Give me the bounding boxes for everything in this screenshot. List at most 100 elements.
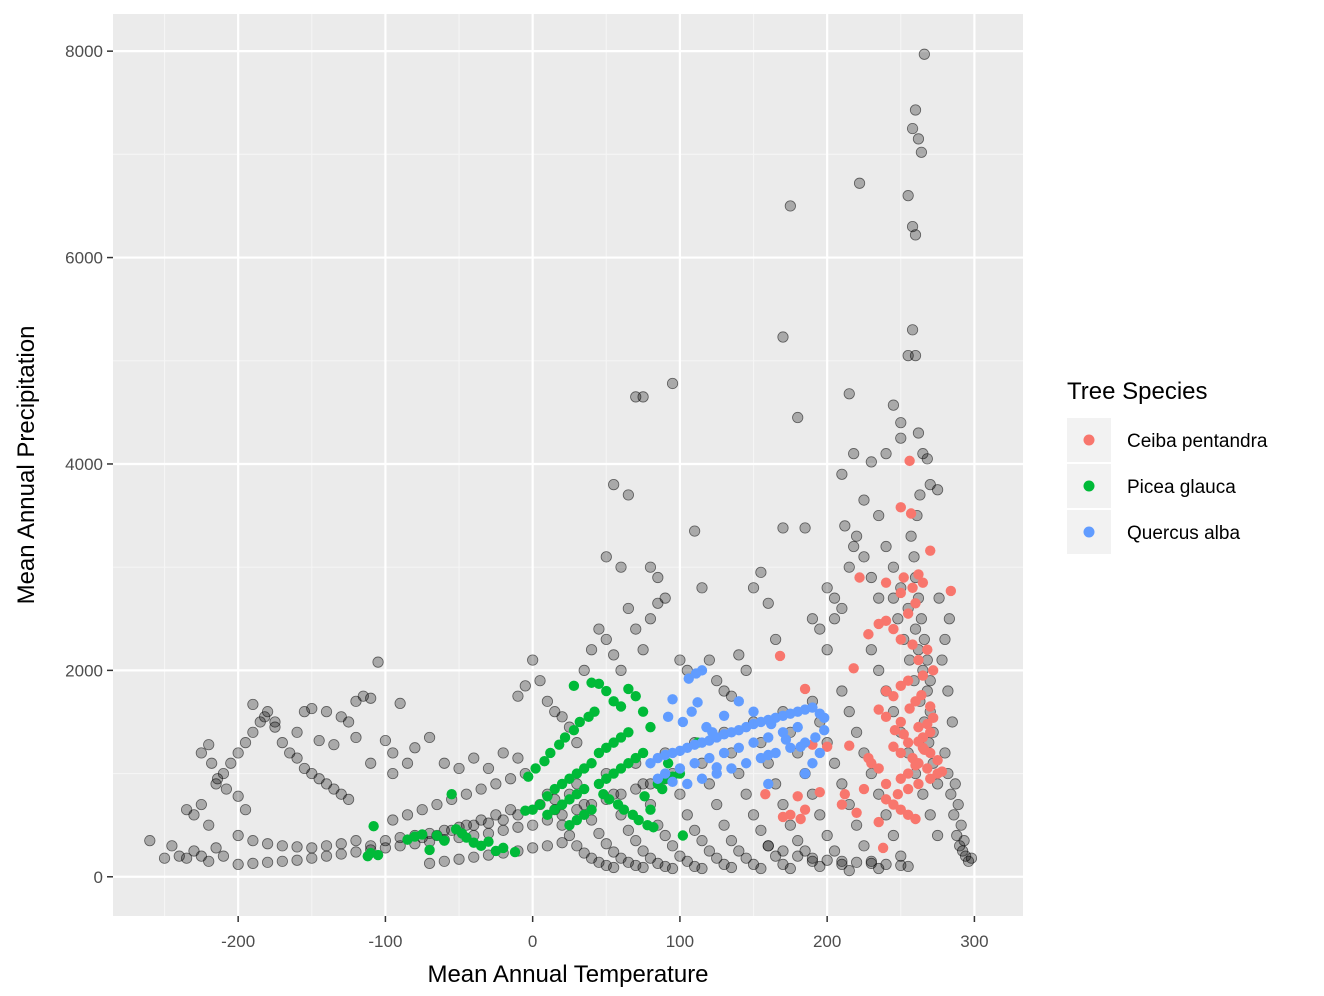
point-quercus-alba [795,741,806,752]
background-point [880,858,892,870]
background-point [853,177,866,189]
background-point [608,479,620,491]
background-point [630,859,642,872]
point-picea-glauca [623,758,634,769]
point-ceiba-pentandra [895,747,906,759]
point-ceiba-pentandra [760,789,771,800]
background-point [799,522,811,534]
legend-swatch-quercus-alba [1083,526,1095,538]
point-ceiba-pentandra [873,704,884,715]
y-axis: 0 2000 4000 6000 8000 [65,42,113,887]
point-quercus-alba [814,747,825,759]
background-point [906,220,919,233]
background-point [740,664,752,676]
point-picea-glauca [574,716,585,728]
point-ceiba-pentandra [880,711,892,723]
background-point [828,845,841,857]
background-point [851,530,863,542]
point-picea-glauca [593,678,605,689]
background-point [232,790,244,802]
background-point [423,731,436,744]
point-picea-glauca [657,783,668,795]
background-point [777,798,789,811]
background-point [652,857,664,869]
background-point [350,731,362,744]
background-point [541,840,553,852]
background-point [858,494,870,506]
background-point [858,840,870,852]
background-point [320,706,333,718]
background-point [851,819,863,831]
background-point [453,853,465,865]
background-point [387,747,399,759]
background-point [912,133,925,145]
x-tick-label: 100 [666,932,694,951]
point-picea-glauca [571,789,583,800]
point-quercus-alba [652,773,664,784]
background-point [851,856,863,868]
point-picea-glauca [662,758,674,769]
point-ceiba-pentandra [913,721,924,733]
background-point [777,331,789,343]
background-point [541,695,553,707]
point-ceiba-pentandra [898,572,909,583]
x-axis: -200 -100 0 100 200 300 [221,916,989,951]
background-point [895,859,907,872]
point-quercus-alba [810,732,821,743]
legend-label-ceiba-pentandra: Ceiba pentandra [1127,431,1268,452]
background-point [915,146,927,158]
point-ceiba-pentandra [774,650,786,662]
background-point [262,838,274,850]
background-point [497,824,509,836]
x-axis-title: Mean Annual Temperature [427,961,708,988]
point-quercus-alba [807,758,818,769]
background-point [578,664,590,676]
point-picea-glauca [446,789,457,800]
background-point [210,842,222,854]
background-point [644,613,657,625]
background-point [379,734,392,747]
background-point [887,399,900,411]
point-quercus-alba [674,763,686,774]
point-ceiba-pentandra [892,789,904,800]
background-point [622,856,634,868]
background-point [431,798,443,811]
background-point [880,809,892,821]
series-points [362,455,957,862]
background-point [703,778,715,790]
point-picea-glauca [593,747,605,759]
point-ceiba-pentandra [902,675,914,686]
point-picea-glauca [623,727,634,738]
background-point [637,861,649,874]
point-picea-glauca [542,809,553,821]
point-quercus-alba [733,696,745,707]
point-ceiba-pentandra [877,842,889,854]
point-quercus-alba [682,778,693,790]
point-ceiba-pentandra [895,804,906,815]
background-point [637,644,649,656]
background-point [917,788,929,800]
background-point [740,852,752,864]
background-point [747,809,760,821]
point-ceiba-pentandra [889,725,901,736]
background-point [460,819,472,831]
point-ceiba-pentandra [888,799,899,810]
background-point [895,432,907,444]
point-picea-glauca [417,829,428,840]
background-point [512,690,524,702]
background-point [239,804,252,816]
point-picea-glauca [539,755,550,767]
background-point [921,453,933,465]
background-point [504,804,517,816]
background-point [914,489,926,501]
background-point [475,783,487,795]
background-point [181,852,193,864]
background-point [740,788,752,800]
point-ceiba-pentandra [854,572,865,583]
background-point [733,767,745,780]
point-picea-glauca [523,771,534,782]
background-point [600,633,612,646]
point-picea-glauca [578,763,590,774]
point-picea-glauca [564,794,575,805]
point-ceiba-pentandra [905,508,917,519]
